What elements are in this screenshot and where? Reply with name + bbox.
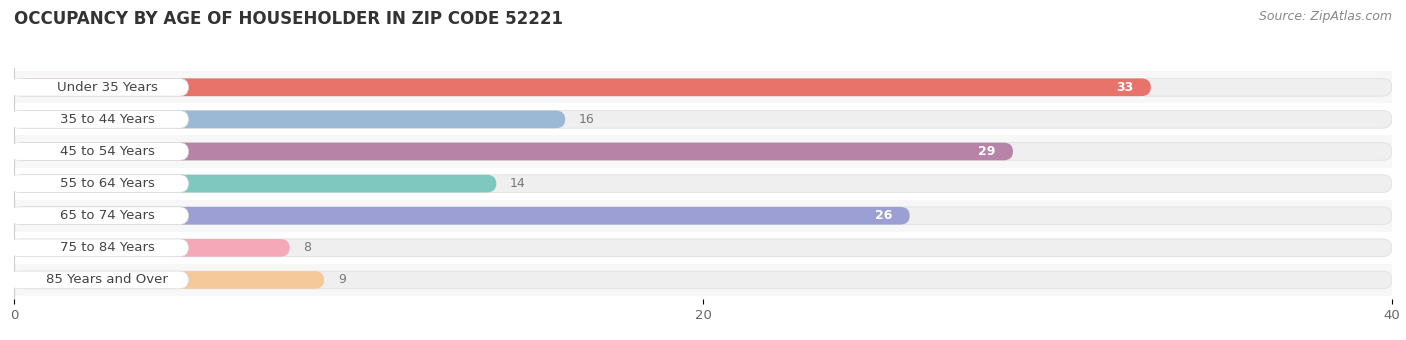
Text: 85 Years and Over: 85 Years and Over: [46, 273, 167, 286]
Text: 9: 9: [337, 273, 346, 286]
FancyBboxPatch shape: [14, 143, 1392, 160]
Text: OCCUPANCY BY AGE OF HOUSEHOLDER IN ZIP CODE 52221: OCCUPANCY BY AGE OF HOUSEHOLDER IN ZIP C…: [14, 10, 562, 28]
Text: 16: 16: [579, 113, 595, 126]
Bar: [0, 168, 1406, 200]
Bar: [0, 232, 1406, 264]
FancyBboxPatch shape: [14, 239, 1392, 257]
Text: 26: 26: [875, 209, 893, 222]
FancyBboxPatch shape: [14, 79, 1152, 96]
FancyBboxPatch shape: [10, 110, 188, 128]
FancyBboxPatch shape: [10, 79, 188, 96]
Bar: [0, 264, 1406, 296]
FancyBboxPatch shape: [10, 175, 188, 192]
Text: Under 35 Years: Under 35 Years: [56, 81, 157, 94]
Text: 29: 29: [979, 145, 995, 158]
FancyBboxPatch shape: [10, 207, 188, 224]
Text: Source: ZipAtlas.com: Source: ZipAtlas.com: [1258, 10, 1392, 23]
Text: 55 to 64 Years: 55 to 64 Years: [59, 177, 155, 190]
FancyBboxPatch shape: [14, 175, 496, 192]
Text: 35 to 44 Years: 35 to 44 Years: [59, 113, 155, 126]
Text: 75 to 84 Years: 75 to 84 Years: [59, 241, 155, 254]
Bar: [0, 71, 1406, 103]
FancyBboxPatch shape: [14, 271, 325, 289]
Bar: [0, 103, 1406, 135]
FancyBboxPatch shape: [14, 175, 1392, 192]
Text: 45 to 54 Years: 45 to 54 Years: [59, 145, 155, 158]
FancyBboxPatch shape: [10, 271, 188, 289]
Bar: [0, 135, 1406, 168]
Bar: [0, 200, 1406, 232]
FancyBboxPatch shape: [14, 79, 1392, 96]
Text: 14: 14: [510, 177, 526, 190]
FancyBboxPatch shape: [10, 239, 188, 257]
FancyBboxPatch shape: [14, 207, 1392, 224]
FancyBboxPatch shape: [14, 110, 565, 128]
Text: 33: 33: [1116, 81, 1133, 94]
FancyBboxPatch shape: [10, 143, 188, 160]
Text: 8: 8: [304, 241, 311, 254]
FancyBboxPatch shape: [14, 207, 910, 224]
FancyBboxPatch shape: [14, 271, 1392, 289]
FancyBboxPatch shape: [14, 143, 1012, 160]
Text: 65 to 74 Years: 65 to 74 Years: [59, 209, 155, 222]
FancyBboxPatch shape: [14, 110, 1392, 128]
FancyBboxPatch shape: [14, 239, 290, 257]
